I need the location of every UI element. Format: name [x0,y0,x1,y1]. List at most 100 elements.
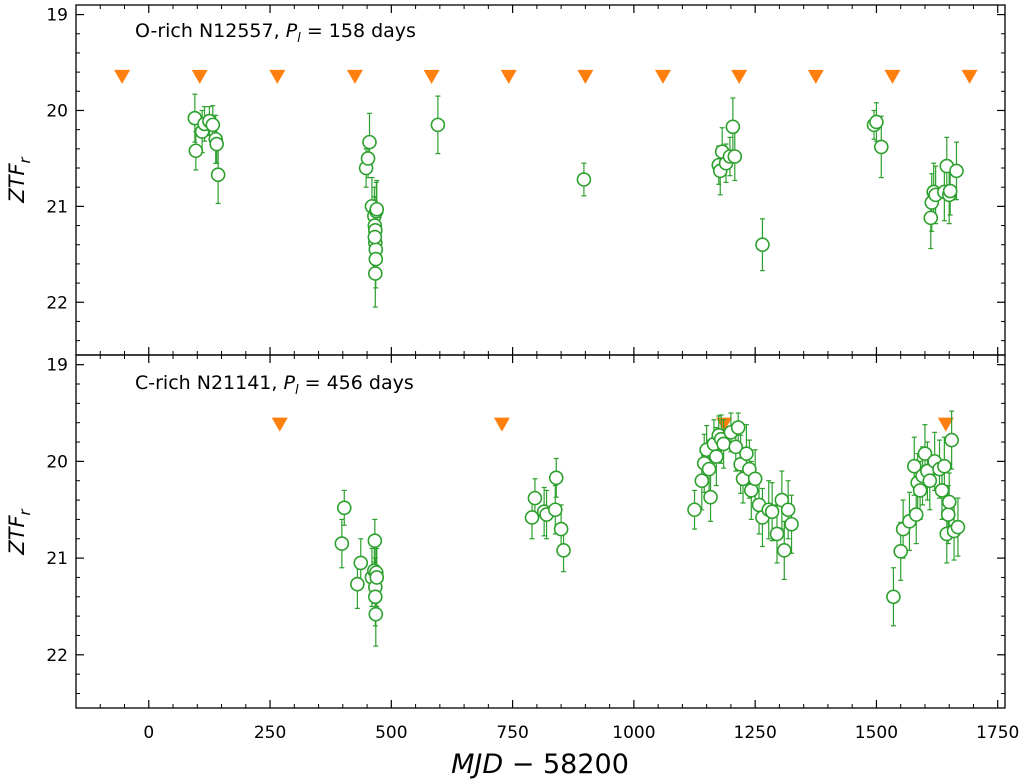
pulsation-marker [731,69,748,84]
data-point [912,483,928,498]
data-point [547,502,563,518]
data-point [368,606,384,622]
data-point [944,432,959,448]
data-point [755,237,770,253]
data-point [769,526,785,542]
data-point [334,536,350,551]
data-point [360,151,376,166]
y-tick-label: 21 [46,549,68,569]
data-point [694,473,710,489]
pulsation-marker [500,69,517,84]
data-point [764,504,780,519]
y-tick-label: 22 [46,293,68,313]
x-axis: 0 250 500 750 1000 1250 1500 1750 [143,723,1019,743]
data-point [873,139,889,155]
data-point [210,167,226,183]
panel-o-rich-marks [114,69,978,308]
x-tick-label: 250 [254,723,286,743]
data-point [934,483,950,498]
x-axis-label: MJD − 58200 [451,749,629,780]
data-point [368,251,384,267]
x-tick-label: 0 [143,723,154,743]
axes-frame [75,354,1006,709]
data-point [576,172,592,187]
data-point [922,473,938,489]
data-point [369,201,385,217]
data-point [942,183,958,199]
data-point [209,136,224,152]
pulsation-marker [114,69,131,84]
x-tick-label: 500 [375,723,407,743]
data-point [553,521,569,537]
data-point [739,446,754,461]
data-point [725,119,741,135]
y-axis-label-bottom: ZTFr [5,508,34,555]
pulsation-marker [271,417,288,432]
x-tick-label: 1500 [855,723,898,743]
data-point [527,490,543,506]
data-point [869,114,884,130]
x-tick-label: 1750 [976,723,1019,743]
data-point [886,589,901,605]
y-tick-label: 21 [46,197,68,217]
data-point [917,446,933,461]
data-point [556,543,571,558]
data-point [728,439,744,455]
y-tick-label: 20 [46,452,68,472]
data-point [716,436,731,452]
data-point [430,117,446,133]
data-point [368,266,383,281]
data-point [703,489,718,505]
panel-title-o-rich: O-rich N12557, Pl = 158 days [135,20,416,46]
data-point [780,502,796,518]
data-point [368,589,383,605]
data-point [727,149,743,164]
data-point [949,163,964,179]
pulsation-marker [191,69,208,84]
data-point [906,458,922,474]
data-point [940,507,956,522]
x-tick-label: 1250 [734,723,777,743]
data-point [937,458,952,474]
data-point [950,519,966,535]
pulsation-marker [807,69,824,84]
data-point [350,576,365,592]
pulsation-marker [423,69,440,84]
data-point [941,494,957,510]
data-point [188,143,204,159]
data-point [747,471,763,487]
panel-c-rich: 19 20 21 22 C-rich N21141, Pl = 456 days ZT… [5,354,1006,709]
y-tick-label: 19 [46,356,68,376]
data-point [730,420,746,435]
data-point [336,500,352,516]
panel-c-rich-axes: 19 20 21 22 [46,354,1006,709]
x-tick-label: 1000 [612,723,655,743]
y-tick-label: 22 [46,646,68,666]
data-point [367,229,383,245]
data-point [923,210,939,226]
data-point [367,533,383,548]
data-point [205,117,221,133]
pulsation-marker [493,417,510,432]
data-point [776,543,792,558]
pulsation-marker [937,417,954,432]
data-point [701,461,717,477]
data-point [362,134,377,150]
data-point [709,449,724,464]
pulsation-marker [346,69,363,84]
pulsation-marker [654,69,671,84]
data-point [548,470,564,486]
panel-o-rich: 19 20 21 22 O-rich N12557, Pl = 158 days ZT… [5,4,1006,356]
data-point [908,507,924,522]
y-axis-label-top: ZTFr [5,156,34,203]
x-tick-label: 750 [496,723,528,743]
pulsation-marker [577,69,594,84]
panel-c-rich-marks [271,410,966,647]
pulsation-marker [961,69,978,84]
pulsation-marker [884,69,901,84]
y-tick-label: 20 [46,101,68,121]
data-point [893,544,908,559]
panel-title-c-rich: C-rich N21141, Pl = 456 days [135,372,414,398]
pulsation-marker [269,69,286,84]
